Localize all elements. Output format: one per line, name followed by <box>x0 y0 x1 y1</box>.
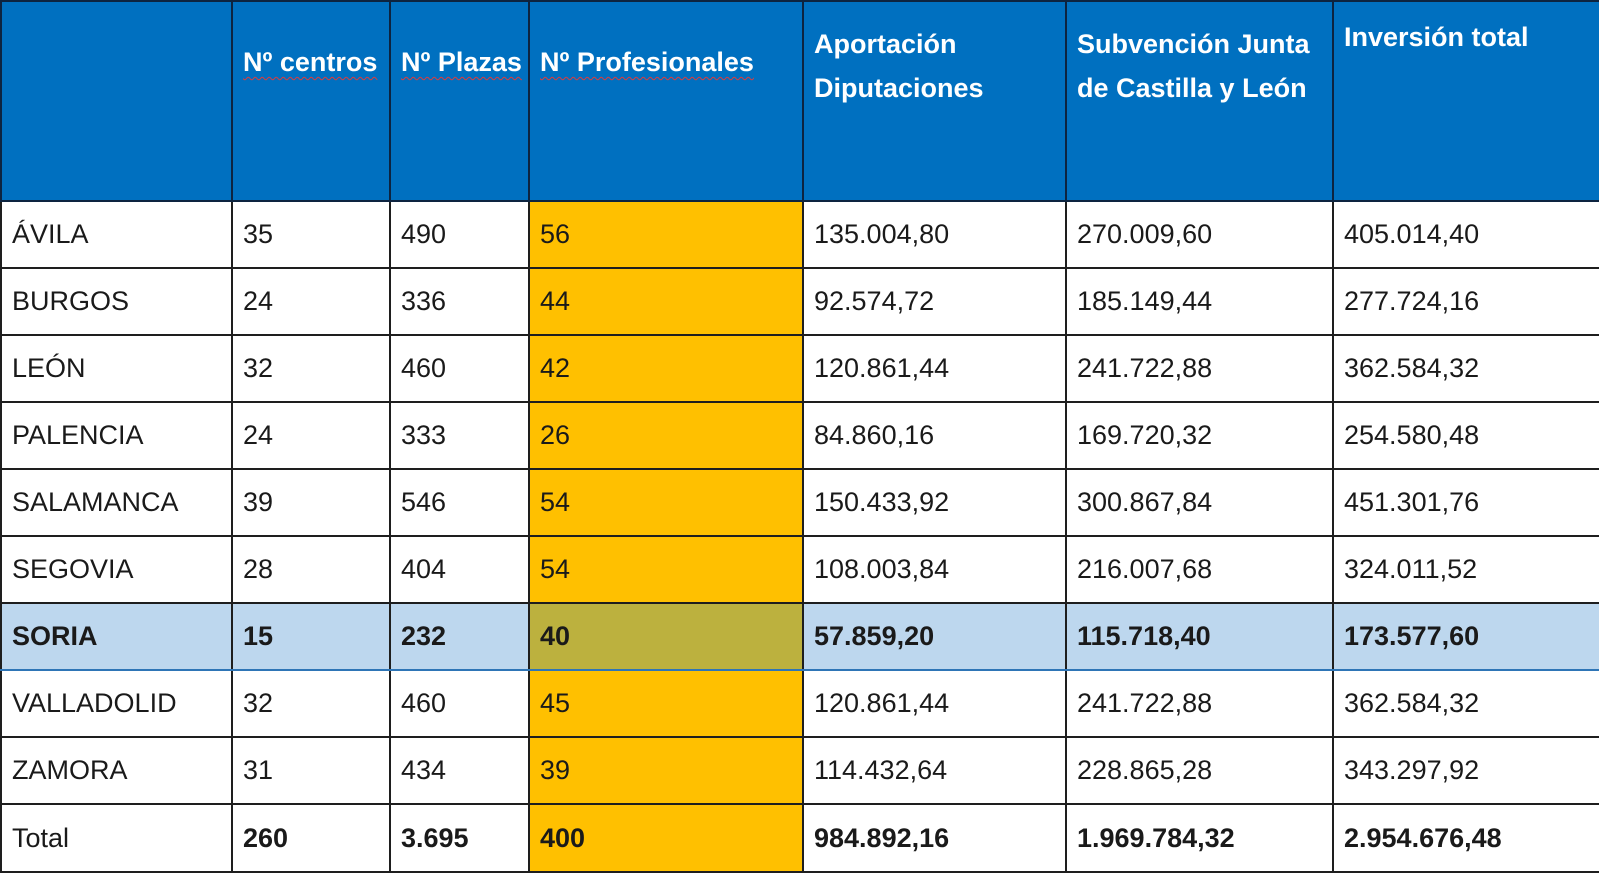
header-plazas-label: Nº Plazas <box>401 47 522 77</box>
table-row: PALENCIA 24 333 26 84.860,16 169.720,32 … <box>0 401 1599 470</box>
cell-total-plazas: 3.695 <box>389 803 530 873</box>
cell-province: LEÓN <box>0 334 233 403</box>
cell-total-subvencion: 1.969.784,32 <box>1065 803 1334 873</box>
table-row: SEGOVIA 28 404 54 108.003,84 216.007,68 … <box>0 535 1599 604</box>
cell-aportacion: 84.860,16 <box>802 401 1067 470</box>
cell-aportacion: 114.432,64 <box>802 736 1067 805</box>
cell-total-profesionales: 400 <box>528 803 804 873</box>
cell-subvencion: 169.720,32 <box>1065 401 1334 470</box>
header-centros-label: Nº centros <box>243 47 378 77</box>
cell-subvencion: 241.722,88 <box>1065 669 1334 738</box>
cell-province: BURGOS <box>0 267 233 336</box>
cell-inversion: 451.301,76 <box>1332 468 1599 537</box>
cell-profesionales: 42 <box>528 334 804 403</box>
cell-province: SALAMANCA <box>0 468 233 537</box>
cell-plazas: 434 <box>389 736 530 805</box>
header-subvencion-label: Subvención Junta de Castilla y León <box>1077 29 1310 103</box>
cell-centros: 39 <box>231 468 391 537</box>
cell-aportacion: 120.861,44 <box>802 669 1067 738</box>
cell-centros: 35 <box>231 200 391 269</box>
header-subvencion: Subvención Junta de Castilla y León <box>1065 0 1334 202</box>
cell-inversion: 362.584,32 <box>1332 334 1599 403</box>
cell-inversion: 324.011,52 <box>1332 535 1599 604</box>
table-body: ÁVILA 35 490 56 135.004,80 270.009,60 40… <box>0 200 1599 873</box>
cell-province: ÁVILA <box>0 200 233 269</box>
cell-profesionales: 40 <box>528 602 804 671</box>
cell-total-inversion: 2.954.676,48 <box>1332 803 1599 873</box>
header-aportacion-label: Aportación Diputaciones <box>814 29 984 103</box>
cell-province: ZAMORA <box>0 736 233 805</box>
cell-subvencion: 270.009,60 <box>1065 200 1334 269</box>
cell-plazas: 336 <box>389 267 530 336</box>
table-row: VALLADOLID 32 460 45 120.861,44 241.722,… <box>0 669 1599 738</box>
cell-aportacion: 120.861,44 <box>802 334 1067 403</box>
cell-profesionales: 44 <box>528 267 804 336</box>
header-inversion-label: Inversión total <box>1344 22 1529 52</box>
cell-province: SEGOVIA <box>0 535 233 604</box>
cell-plazas: 460 <box>389 669 530 738</box>
cell-plazas: 460 <box>389 334 530 403</box>
cell-total-label: Total <box>0 803 233 873</box>
cell-inversion: 173.577,60 <box>1332 602 1599 671</box>
header-profesionales: Nº Profesionales <box>528 0 804 202</box>
header-province <box>0 0 233 202</box>
cell-province: PALENCIA <box>0 401 233 470</box>
table-row: LEÓN 32 460 42 120.861,44 241.722,88 362… <box>0 334 1599 403</box>
cell-plazas: 546 <box>389 468 530 537</box>
cell-centros: 24 <box>231 401 391 470</box>
cell-subvencion: 241.722,88 <box>1065 334 1334 403</box>
cell-subvencion: 228.865,28 <box>1065 736 1334 805</box>
cell-inversion: 362.584,32 <box>1332 669 1599 738</box>
cell-subvencion: 300.867,84 <box>1065 468 1334 537</box>
table-row: BURGOS 24 336 44 92.574,72 185.149,44 27… <box>0 267 1599 336</box>
header-row: Nº centros Nº Plazas Nº Profesionales Ap… <box>0 0 1599 202</box>
cell-total-centros: 260 <box>231 803 391 873</box>
cell-inversion: 277.724,16 <box>1332 267 1599 336</box>
cell-centros: 28 <box>231 535 391 604</box>
header-aportacion: Aportación Diputaciones <box>802 0 1067 202</box>
cell-province: VALLADOLID <box>0 669 233 738</box>
cell-profesionales: 56 <box>528 200 804 269</box>
cell-profesionales: 45 <box>528 669 804 738</box>
header-inversion: Inversión total <box>1332 0 1599 202</box>
cell-aportacion: 92.574,72 <box>802 267 1067 336</box>
table-row: ÁVILA 35 490 56 135.004,80 270.009,60 40… <box>0 200 1599 269</box>
header-plazas: Nº Plazas <box>389 0 530 202</box>
cell-aportacion: 108.003,84 <box>802 535 1067 604</box>
cell-subvencion: 115.718,40 <box>1065 602 1334 671</box>
table-row-highlighted: SORIA 15 232 40 57.859,20 115.718,40 173… <box>0 602 1599 671</box>
cell-plazas: 232 <box>389 602 530 671</box>
cell-centros: 32 <box>231 334 391 403</box>
cell-centros: 32 <box>231 669 391 738</box>
cell-profesionales: 54 <box>528 468 804 537</box>
cell-aportacion: 57.859,20 <box>802 602 1067 671</box>
cell-centros: 31 <box>231 736 391 805</box>
cell-total-aportacion: 984.892,16 <box>802 803 1067 873</box>
total-row: Total 260 3.695 400 984.892,16 1.969.784… <box>0 803 1599 873</box>
header-profesionales-label: Nº Profesionales <box>540 47 754 77</box>
cell-inversion: 343.297,92 <box>1332 736 1599 805</box>
cell-profesionales: 26 <box>528 401 804 470</box>
cell-subvencion: 216.007,68 <box>1065 535 1334 604</box>
table-row: ZAMORA 31 434 39 114.432,64 228.865,28 3… <box>0 736 1599 805</box>
table-row: SALAMANCA 39 546 54 150.433,92 300.867,8… <box>0 468 1599 537</box>
cell-inversion: 405.014,40 <box>1332 200 1599 269</box>
cell-inversion: 254.580,48 <box>1332 401 1599 470</box>
cell-profesionales: 39 <box>528 736 804 805</box>
cell-centros: 15 <box>231 602 391 671</box>
cell-province: SORIA <box>0 602 233 671</box>
cell-centros: 24 <box>231 267 391 336</box>
cell-plazas: 333 <box>389 401 530 470</box>
header-centros: Nº centros <box>231 0 391 202</box>
cell-plazas: 490 <box>389 200 530 269</box>
cell-subvencion: 185.149,44 <box>1065 267 1334 336</box>
cell-aportacion: 150.433,92 <box>802 468 1067 537</box>
cell-aportacion: 135.004,80 <box>802 200 1067 269</box>
cell-profesionales: 54 <box>528 535 804 604</box>
cell-plazas: 404 <box>389 535 530 604</box>
table-header: Nº centros Nº Plazas Nº Profesionales Ap… <box>0 0 1599 202</box>
